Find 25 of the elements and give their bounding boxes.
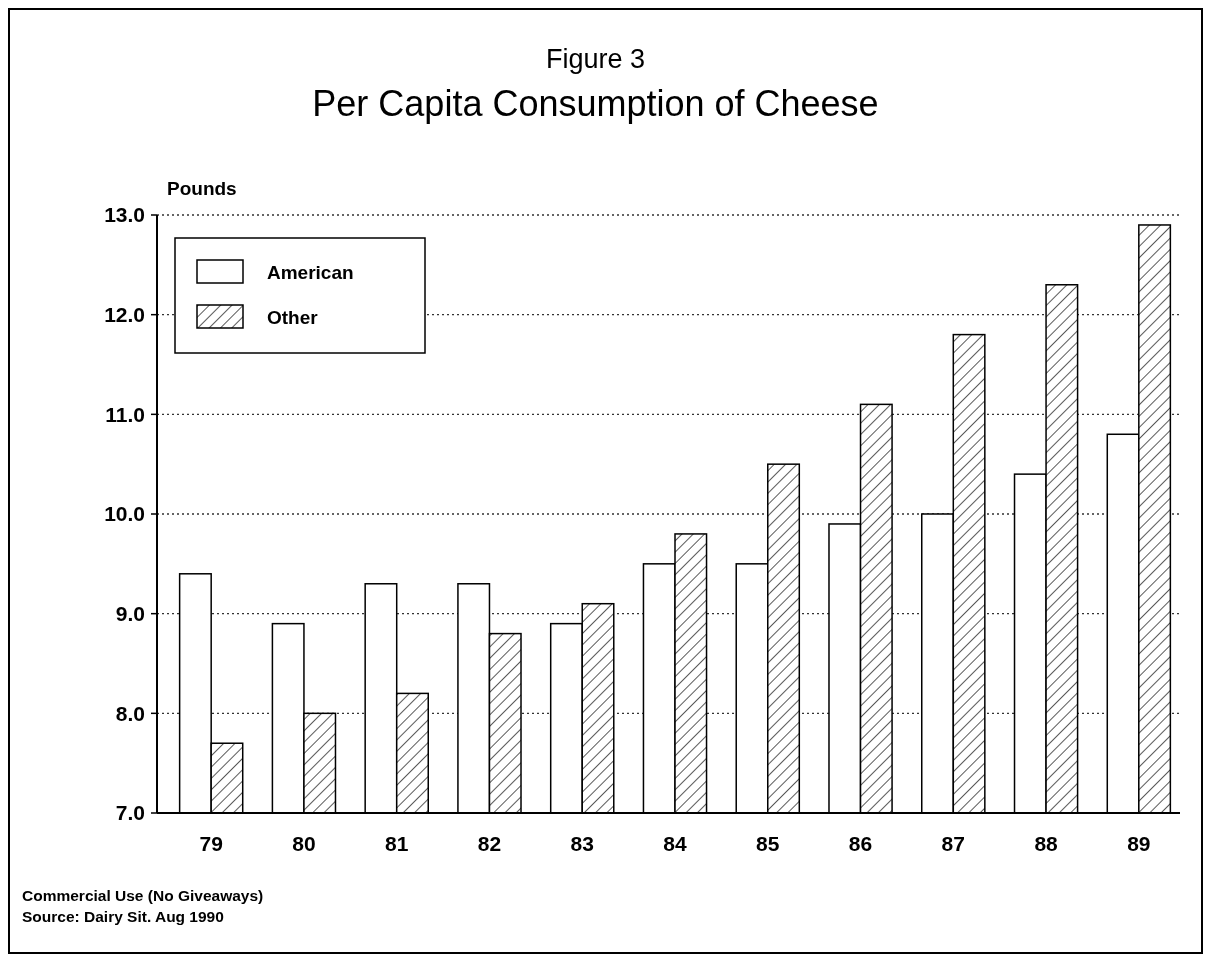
x-tick-label: 86 xyxy=(848,832,873,855)
source-note: Source: Dairy Sit. Aug 1990 xyxy=(22,908,224,925)
x-tick-label: 81 xyxy=(385,832,409,855)
x-tick-label: 84 xyxy=(663,832,687,855)
x-tick-label: 79 xyxy=(199,832,223,855)
chart-subtitle: Figure 3 xyxy=(545,44,646,74)
text: Commercial Use (No Giveaways) xyxy=(22,887,264,904)
chart-title: Per Capita Consumption of Cheese xyxy=(312,83,879,124)
y-tick-label: 9.0 xyxy=(115,602,145,626)
y-axis-title: Pounds xyxy=(167,178,237,199)
y-tick-label: 13.0 xyxy=(104,203,145,227)
x-tick-label: 83 xyxy=(570,832,594,855)
legend-label: Other xyxy=(267,306,319,328)
y-tick-label: 11.0 xyxy=(105,402,145,426)
y-tick-label: 8.0 xyxy=(115,701,145,725)
x-tick-label: 82 xyxy=(477,832,502,855)
x-tick-label: 85 xyxy=(756,832,780,855)
legend-label: American xyxy=(267,261,354,283)
y-tick-label: 7.0 xyxy=(115,801,145,825)
y-tick-label: 10.0 xyxy=(104,502,145,526)
x-tick-label: 80 xyxy=(292,832,316,855)
x-tick-label: 87 xyxy=(941,832,965,855)
x-tick-label: 88 xyxy=(1034,832,1059,855)
y-tick-label: 12.0 xyxy=(104,303,145,327)
x-tick-label: 89 xyxy=(1127,832,1151,855)
